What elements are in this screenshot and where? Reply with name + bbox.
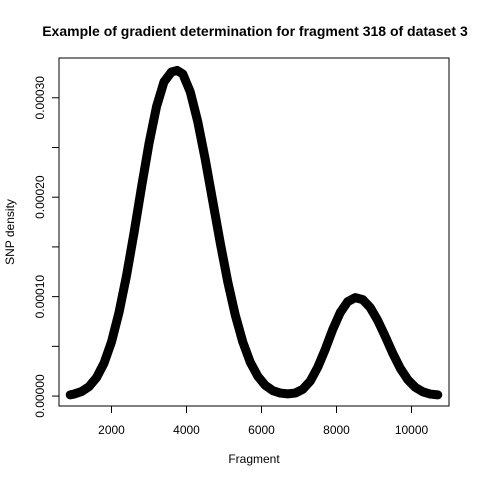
data-point [77,387,86,396]
plot-frame [58,57,450,407]
x-tick-label: 2000 [98,423,125,437]
data-point [328,325,337,334]
y-tick-label: 0.00010 [33,275,47,319]
data-point [201,155,210,164]
data-point [137,183,146,192]
data-point [159,77,169,87]
data-point [418,387,427,396]
data-point [343,297,352,306]
data-point [246,358,255,367]
data-point [69,389,79,399]
data-point [298,385,307,394]
series-layer [65,65,443,400]
chart-title: Example of gradient determination for fr… [42,23,468,39]
data-point [231,310,240,320]
data-point [84,382,94,391]
x-tick-label: 8000 [323,423,350,437]
x-axis: 2000 4000 6000 8000 10000 [98,406,429,437]
data-point [186,87,195,97]
data-point [321,345,330,354]
data-point [336,308,345,317]
data-point [313,363,322,372]
data-point [433,390,442,400]
y-axis-label: SNP density [3,199,17,265]
data-point [381,332,390,341]
data-point [358,295,367,304]
y-tick-label: 0.00020 [33,175,47,219]
data-point [178,69,187,79]
x-axis-label: Fragment [228,452,280,466]
data-point [99,359,109,368]
data-point [92,373,101,382]
data-point [261,381,270,390]
data-point [216,238,225,248]
data-point [411,383,420,392]
data-point [426,389,435,399]
data-point [238,337,247,347]
data-point [208,196,217,206]
data-point [193,117,202,126]
data-point [351,293,360,302]
x-tick-label: 6000 [248,423,275,437]
data-point [388,349,397,358]
data-point [253,371,262,381]
data-point [306,376,315,386]
y-axis: 0.00000 0.00010 0.00020 0.00030 [33,76,59,418]
x-tick-label: 4000 [173,423,200,437]
data-point [276,388,285,398]
data-point [403,375,412,384]
data-point [144,139,154,148]
data-point [114,308,124,317]
data-point [122,271,131,280]
y-tick-label: 0.00030 [33,76,47,120]
data-point [291,388,300,398]
data-point [129,228,139,238]
data-point [366,303,375,312]
density-curve [65,65,443,400]
data-point [396,364,405,373]
data-point [283,389,292,399]
data-point [223,277,232,286]
data-point [107,337,116,347]
data-point [152,102,161,111]
data-point [373,316,382,325]
x-tick-label: 10000 [395,423,429,437]
data-point [268,386,277,395]
y-tick-label: 0.00000 [33,374,47,418]
